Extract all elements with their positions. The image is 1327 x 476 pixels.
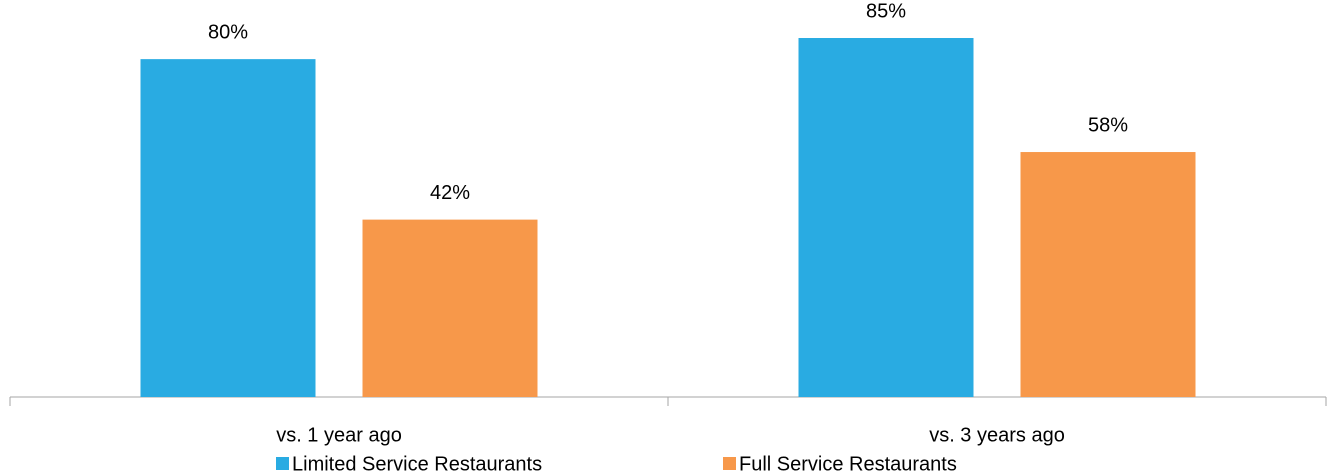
data-label: 58%: [1088, 114, 1128, 136]
legend-label: Limited Service Restaurants: [292, 453, 542, 475]
data-label: 80%: [208, 21, 248, 43]
legend-swatch: [276, 457, 289, 470]
bar: [362, 219, 538, 397]
data-label: 85%: [866, 0, 906, 22]
x-tick-label: vs. 1 year ago: [276, 424, 402, 446]
bar: [798, 38, 974, 397]
bar: [1020, 152, 1196, 397]
legend-swatch: [723, 457, 736, 470]
data-label: 42%: [430, 182, 470, 204]
x-tick-label: vs. 3 years ago: [929, 424, 1065, 446]
bar: [140, 59, 316, 398]
legend-label: Full Service Restaurants: [739, 453, 957, 475]
